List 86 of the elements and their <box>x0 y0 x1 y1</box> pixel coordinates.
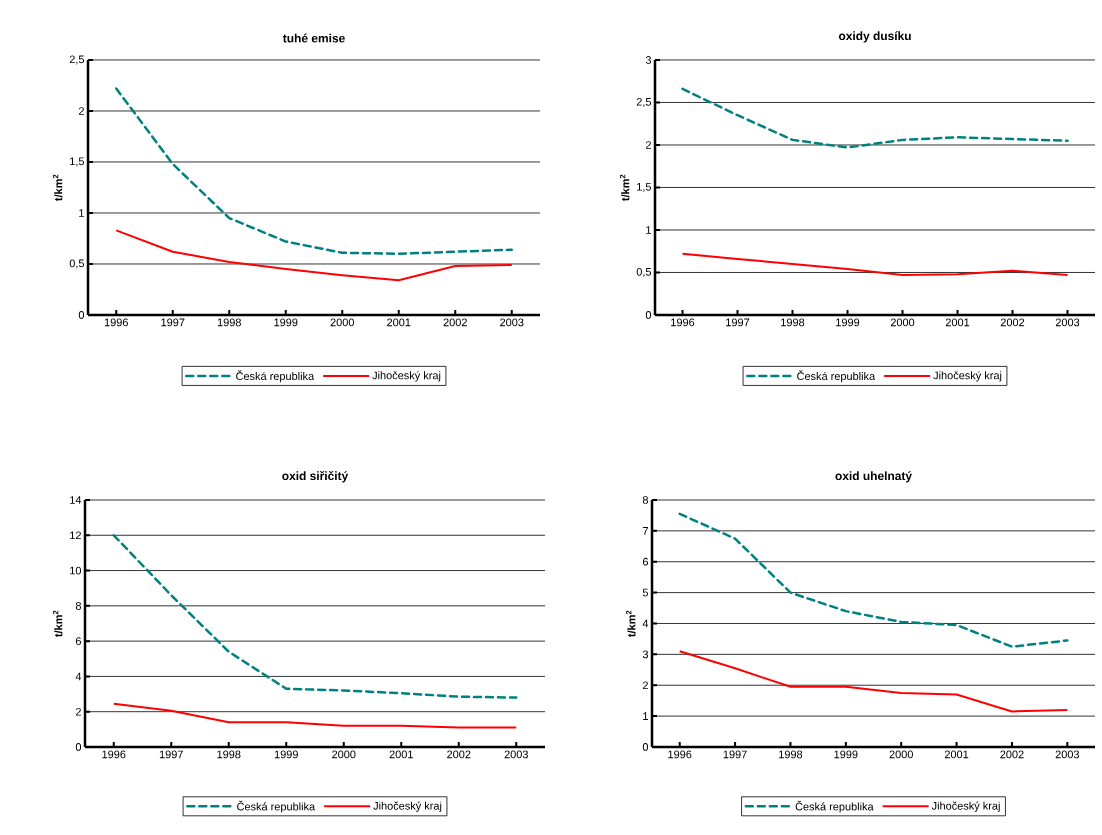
x-tick-label: 1997 <box>161 318 185 327</box>
y-axis-title: t/km$^{2}$ <box>626 610 636 637</box>
line-series <box>115 229 513 282</box>
x-tick-label: 2001 <box>945 318 970 327</box>
y-tick-label: 0 <box>78 311 85 319</box>
y-axis-title: t/km$^{2}$ <box>619 174 630 201</box>
line-series <box>678 512 1069 648</box>
line-series <box>681 87 1069 149</box>
y-tick-label: 10 <box>70 566 82 575</box>
y-tick-label: 4 <box>642 619 649 628</box>
x-tick-label: 1998 <box>781 318 805 327</box>
x-tick-label: 2001 <box>944 750 969 759</box>
x-tick-label: 1997 <box>726 318 750 327</box>
line-series <box>115 87 513 256</box>
y-tick-label: 1 <box>646 226 651 234</box>
x-tick-label: 1999 <box>274 318 298 327</box>
line-series <box>681 252 1069 277</box>
y-axis-title: t/km$^{2}$ <box>52 174 63 201</box>
line-series <box>678 650 1069 713</box>
legend-label: Česká republika <box>795 800 874 813</box>
legend-label: Jihočeský kraj <box>931 801 1000 812</box>
legend-label: Česká republika <box>797 370 876 383</box>
y-tick-label: 7 <box>642 527 648 535</box>
y-tick-label: 3 <box>642 650 649 659</box>
legend-label: Česká republika <box>236 370 315 383</box>
y-tick-label: 8 <box>75 601 81 610</box>
y-tick-label: 2 <box>78 107 84 115</box>
x-tick-label: 2001 <box>387 318 411 327</box>
y-tick-label: 0 <box>642 743 649 751</box>
y-tick-label: 5 <box>642 588 649 597</box>
x-tick-label: 1999 <box>834 750 858 759</box>
y-tick-label: 4 <box>75 672 82 681</box>
x-tick-label: 2003 <box>1055 318 1080 327</box>
x-tick-label: 2000 <box>890 318 915 327</box>
chart-title: oxidy dusíku <box>838 31 911 43</box>
y-tick-label: 3 <box>645 56 652 64</box>
y-tick-label: 14 <box>70 496 82 504</box>
x-tick-label: 1998 <box>217 318 241 327</box>
y-tick-label: 8 <box>642 496 649 504</box>
legend-label: Jihočeský kraj <box>373 801 442 812</box>
x-tick-label: 2000 <box>332 750 356 759</box>
legend-label: Česká republika <box>237 800 316 813</box>
y-tick-label: 0,5 <box>636 267 652 278</box>
x-tick-label: 2000 <box>330 318 354 327</box>
x-tick-label: 2002 <box>447 750 471 759</box>
legend-label: Jihočeský kraj <box>372 371 441 382</box>
x-tick-label: 1996 <box>104 318 128 327</box>
x-tick-label: 1996 <box>671 318 695 327</box>
y-tick-label: 0 <box>75 743 82 751</box>
legend-label: Jihočeský kraj <box>933 371 1002 382</box>
y-tick-label: 0 <box>645 311 652 319</box>
y-axis-title: t/km$^{2}$ <box>52 610 63 637</box>
y-tick-label: 2,5 <box>636 97 652 108</box>
x-tick-label: 2000 <box>889 750 913 759</box>
x-tick-label: 1999 <box>836 318 860 327</box>
x-tick-label: 2003 <box>500 318 524 327</box>
y-tick-label: 6 <box>75 637 81 646</box>
line-series <box>112 702 518 729</box>
y-tick-label: 2 <box>645 141 651 149</box>
x-tick-label: 2002 <box>1000 318 1025 327</box>
y-tick-label: 2 <box>642 681 648 690</box>
x-tick-label: 2003 <box>1055 750 1080 759</box>
x-tick-label: 2002 <box>1000 750 1024 759</box>
y-tick-label: 1,5 <box>70 157 85 167</box>
y-tick-label: 1 <box>79 209 84 217</box>
x-tick-label: 1996 <box>668 750 692 759</box>
y-tick-label: 6 <box>642 557 649 566</box>
chart-title: tuhé emise <box>282 33 345 43</box>
x-tick-label: 1997 <box>723 750 747 759</box>
x-tick-label: 2003 <box>504 750 528 759</box>
y-tick-label: 1 <box>643 712 648 720</box>
x-tick-label: 1999 <box>274 750 298 759</box>
chart-title: oxid siřičitý <box>282 471 349 483</box>
line-series <box>112 534 518 699</box>
y-tick-label: 1,5 <box>637 183 652 192</box>
y-tick-label: 12 <box>70 531 81 540</box>
chart-title: oxid uhelnatý <box>835 471 912 483</box>
x-tick-label: 2001 <box>389 750 413 759</box>
y-tick-label: 2,5 <box>69 55 85 65</box>
y-tick-label: 0,5 <box>69 259 85 269</box>
x-tick-label: 1997 <box>159 750 183 759</box>
x-tick-label: 1996 <box>102 750 126 759</box>
x-tick-label: 1998 <box>779 750 803 759</box>
y-tick-label: 2 <box>75 707 81 716</box>
x-tick-label: 1998 <box>217 750 241 759</box>
x-tick-label: 2002 <box>443 318 467 327</box>
